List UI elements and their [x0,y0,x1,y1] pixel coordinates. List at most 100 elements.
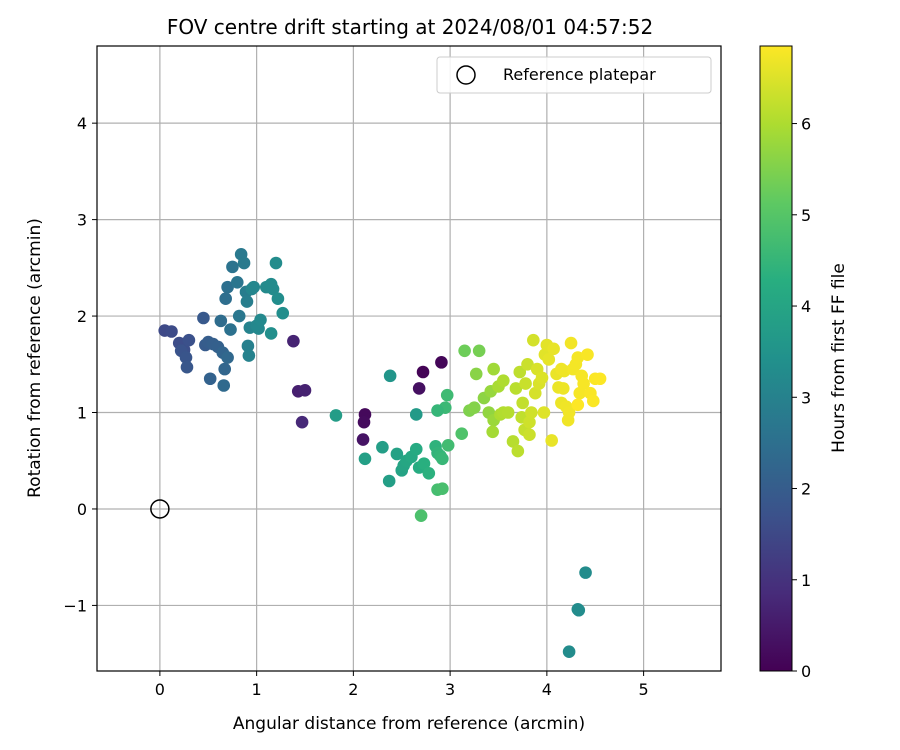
legend-marker-icon [456,65,476,85]
data-point [422,466,436,480]
data-point [358,452,372,466]
colorbar: 0 1 2 3 4 5 6 Hours from first FF file [759,45,849,681]
data-point [240,295,254,308]
colorbar-tick-label: 0 [801,662,811,681]
data-point [217,379,231,392]
data-point [545,434,558,447]
x-axis-ticks: 0 1 2 3 4 5 [155,671,649,699]
data-point [276,306,290,320]
data-point [487,362,500,376]
data-point [557,382,570,395]
legend-box [436,56,712,94]
colorbar-tick-label: 5 [801,206,811,225]
colorbar-tick-label: 6 [801,115,811,134]
data-point [525,406,538,419]
data-point [535,371,549,385]
data-point [527,333,540,347]
data-point [519,377,532,390]
data-point [383,369,397,383]
data-point [298,384,312,397]
y-axis-ticks: −1 0 1 2 3 4 [63,114,97,615]
colorbar-tick-label: 2 [801,480,811,499]
colorbar-tick-label: 4 [801,297,811,316]
data-point [521,357,534,371]
data-point [295,415,309,429]
data-point [468,401,481,414]
data-point [197,311,210,325]
reference-platepar-marker [150,499,170,519]
data-point [237,256,251,270]
data-point [564,336,578,350]
data-point [509,382,523,395]
data-point [242,349,256,362]
data-point [376,440,389,454]
data-point [593,372,607,386]
colorbar-ticks: 0 1 2 3 4 5 6 [792,115,811,681]
y-tick-label: 3 [77,211,87,230]
chart-title: FOV centre drift starting at 2024/08/01 … [167,15,653,39]
data-point [266,282,280,296]
data-point [214,314,228,328]
data-point [180,360,194,374]
colorbar-tick-label: 3 [801,388,811,407]
data-point [416,365,430,379]
data-point [435,356,448,369]
data-point [221,351,234,364]
data-point [230,276,244,289]
data-point [264,327,278,340]
data-point [414,509,428,523]
data-point [542,353,556,366]
data-point [581,348,594,361]
colorbar-tick-label: 1 [801,571,811,590]
data-point [577,377,590,390]
data-point [501,406,515,419]
data-point [409,442,423,456]
data-point [497,374,510,387]
data-point [579,566,592,579]
y-axis-label: Rotation from reference (arcmin) [25,218,45,498]
data-point [219,292,232,306]
legend-label: Reference platepar [503,65,656,84]
data-point [412,382,426,395]
x-axis-label: Angular distance from reference (arcmin) [233,714,585,734]
data-point [409,408,423,421]
data-point [511,444,525,458]
legend: Reference platepar [436,56,712,94]
data-point [469,367,483,381]
data-point [523,428,536,441]
x-tick-label: 5 [639,680,649,699]
scatter-points [158,248,607,659]
data-point [573,386,587,400]
colorbar-gradient [759,45,793,672]
data-point [218,362,232,376]
y-tick-label: 2 [77,307,87,326]
data-point [271,292,285,306]
colorbar-label: Hours from first FF file [829,263,849,453]
data-point [226,260,239,274]
data-point [572,603,586,617]
data-point [232,309,246,323]
data-point [329,409,343,422]
data-point [382,474,396,488]
y-tick-label: −1 [63,596,87,615]
data-point [486,425,499,439]
data-point [247,280,261,294]
y-tick-label: 1 [77,404,87,423]
reference-marker-layer [150,499,170,519]
data-point [441,439,455,452]
data-point [287,334,300,348]
data-point [458,344,471,358]
data-point [571,398,585,412]
data-point [562,645,576,659]
data-point [562,406,576,419]
data-point [356,433,370,446]
data-point [254,313,267,327]
y-tick-label: 4 [77,114,87,133]
plot-background [97,46,721,671]
x-tick-label: 3 [445,680,455,699]
x-tick-label: 0 [155,680,165,699]
grid-lines [97,46,721,671]
data-point [431,404,444,417]
data-point [182,333,196,347]
